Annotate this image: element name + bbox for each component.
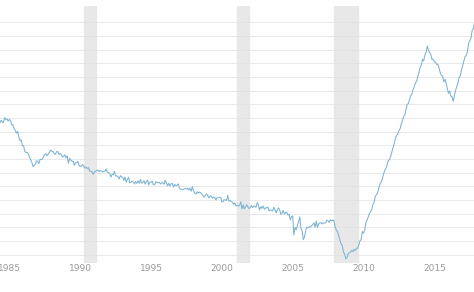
Bar [84,6,96,263]
Bar [237,6,249,263]
Bar [334,6,358,263]
